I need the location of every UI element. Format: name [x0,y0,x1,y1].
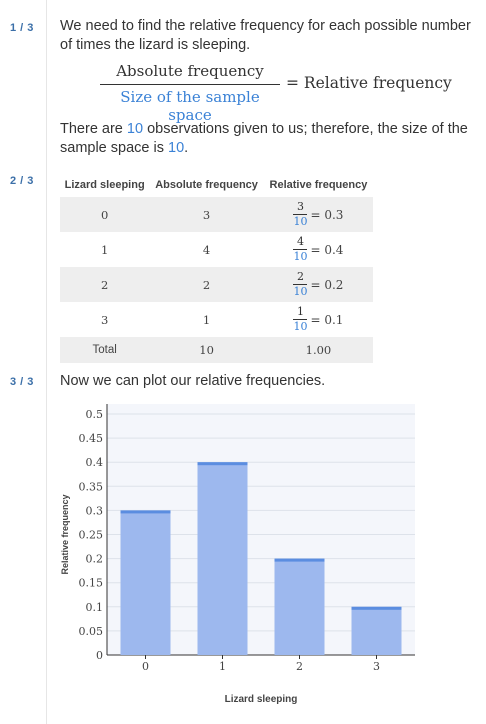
bar-0 [120,510,171,655]
y-tick-label: 0.5 [86,408,104,421]
cell-rel: 2 10 = 0.2 [263,267,373,302]
step-3-text: Now we can plot our relative frequencies… [60,373,326,389]
formula-denominator: Size of the sample space [120,88,260,124]
cell-value: 3 [100,312,109,327]
table-row: 0 3 3 10 = 0.3 [60,197,373,232]
cell-abs: 1 [202,312,211,327]
bar-top-0 [120,510,171,514]
y-tick-label: 0.05 [79,625,104,638]
step-number-2: 2 / 3 [10,175,34,187]
relative-frequency-formula: Absolute frequency Size of the sample sp… [100,62,460,124]
x-tick-label: 3 [373,660,380,673]
x-axis-label: Lizard sleeping [225,694,298,705]
step-rail [46,0,47,724]
cell-value: 2 [60,267,150,302]
y-tick-label: 0.1 [86,601,104,614]
x-tick-label: 2 [296,660,303,673]
table-row: 1 4 4 10 = 0.4 [60,232,373,267]
header-absolute-frequency: Absolute frequency [155,179,258,191]
y-tick-label: 0.25 [79,529,104,542]
total-abs: 10 [149,337,264,363]
y-tick-label: 0.35 [79,480,104,493]
cell-abs: 4 [202,242,211,257]
relative-frequency-bar-chart: 0 0.05 0.1 0.15 0.2 0.25 0.3 0.35 0.4 0.45 0.5 0 1 2 3… [60,404,415,705]
table-row: 3 1 1 10 = 0.1 [60,302,373,337]
y-tick-label: 0.3 [86,504,104,517]
bar-2 [274,558,325,655]
y-tick-label: 0.2 [86,553,104,566]
cell-abs: 2 [149,267,264,302]
cell-rel: 4 10 = 0.4 [293,235,344,263]
y-tick-label: 0.4 [86,456,104,469]
x-tick-label: 1 [219,660,226,673]
y-axis-label: Relative frequency [60,494,70,574]
cell-value: 0 [60,197,150,232]
total-label: Total [60,337,150,363]
y-tick-label: 0.15 [79,577,104,590]
formula-fraction: Absolute frequency Size of the sample sp… [100,62,280,124]
cell-rel: 3 10 = 0.3 [263,197,373,232]
x-tick-label: 0 [142,660,149,673]
formula-numerator: Absolute frequency [116,62,264,80]
sample-space-size: 10 [168,140,185,156]
bar-1 [197,462,248,655]
observation-count: 10 [126,121,144,137]
cell-abs: 3 [149,197,264,232]
bar-top-1 [197,462,248,466]
formula-result: = Relative frequency [286,74,452,92]
cell-rel: 1 10 = 0.1 [293,305,344,333]
cell-value: 1 [100,242,109,257]
step-number-1: 1 / 3 [10,22,34,34]
step-number-3: 3 / 3 [10,376,34,388]
total-rel: 1.00 [263,337,373,363]
frequency-table: Lizard sleeping Absolute frequency Relat… [60,173,373,363]
fraction-bar [100,84,280,85]
table-total-row: Total 10 1.00 [60,337,373,363]
bar-top-2 [274,558,325,562]
y-tick-label: 0 [96,649,103,662]
bar-3 [351,606,402,655]
step-1-intro: We need to find the relative frequency f… [60,18,471,53]
table-row: 2 2 2 10 = 0.2 [60,267,373,302]
bar-top-3 [351,606,402,610]
y-tick-label: 0.45 [79,432,104,445]
header-lizard-sleeping: Lizard sleeping [64,179,145,191]
header-relative-frequency: Relative frequency [269,179,368,191]
step-1-observations: There are 10 observations given to us; t… [60,121,468,156]
